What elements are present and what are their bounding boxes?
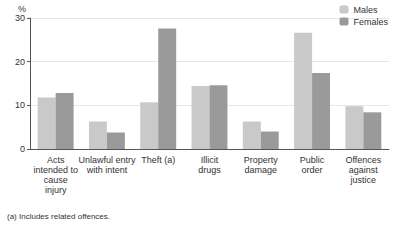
svg-text:0: 0: [20, 144, 25, 154]
svg-text:Males: Males: [353, 5, 378, 15]
svg-text:with intent: with intent: [86, 165, 128, 175]
svg-text:cause: cause: [44, 175, 68, 185]
svg-text:10: 10: [15, 100, 25, 110]
svg-text:Public: Public: [300, 155, 325, 165]
svg-text:%: %: [18, 4, 26, 14]
svg-text:order: order: [302, 165, 323, 175]
svg-text:20: 20: [15, 57, 25, 67]
svg-text:injury: injury: [45, 185, 67, 195]
svg-text:drugs: drugs: [198, 165, 221, 175]
svg-text:Acts: Acts: [47, 155, 65, 165]
svg-text:Unlawful entry: Unlawful entry: [78, 155, 136, 165]
svg-text:Illicit: Illicit: [201, 155, 219, 165]
svg-text:Offences: Offences: [345, 155, 381, 165]
svg-text:damage: damage: [245, 165, 278, 175]
svg-text:Females: Females: [353, 17, 388, 27]
svg-text:(a) Includes related offences.: (a) Includes related offences.: [7, 212, 110, 221]
svg-text:against: against: [349, 165, 379, 175]
svg-text:30: 30: [15, 13, 25, 23]
svg-text:Theft (a): Theft (a): [141, 155, 175, 165]
svg-text:justice: justice: [350, 175, 377, 185]
svg-text:intended to: intended to: [33, 165, 78, 175]
svg-text:Property: Property: [244, 155, 279, 165]
